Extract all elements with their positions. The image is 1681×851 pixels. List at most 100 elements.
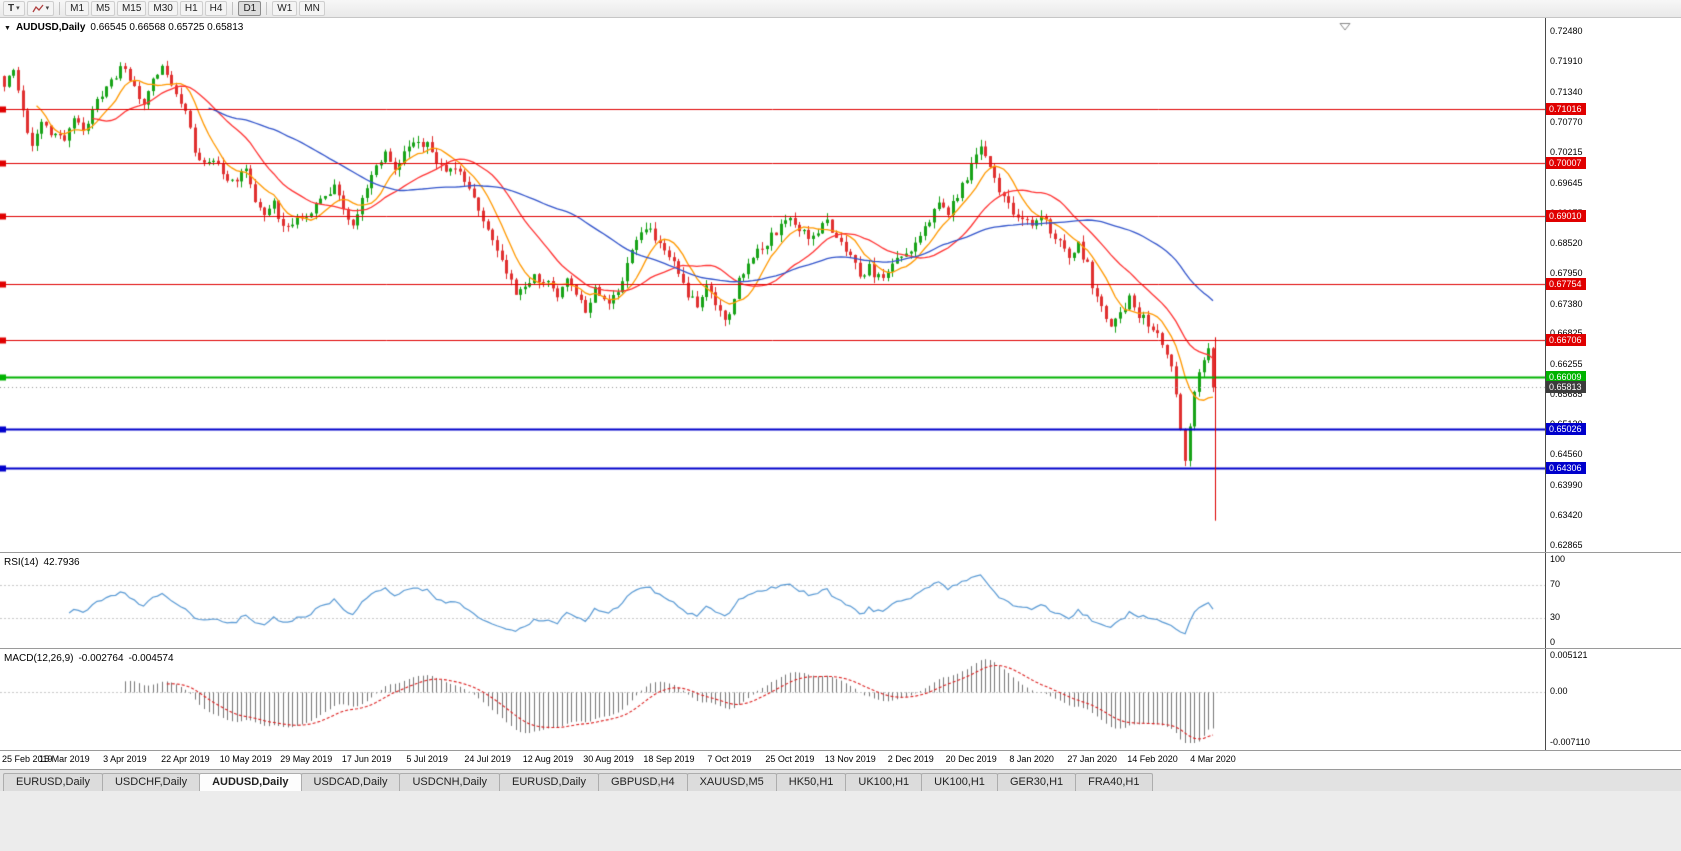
time-tick: 4 Mar 2020 [1190, 754, 1236, 764]
rsi-tick: 70 [1550, 578, 1561, 589]
main-chart-canvas[interactable] [0, 18, 1545, 552]
price-tick: 0.68520 [1550, 237, 1583, 248]
time-tick: 8 Jan 2020 [1009, 754, 1054, 764]
chart-title: ▼ AUDUSD,Daily 0.66545 0.66568 0.65725 0… [4, 22, 243, 33]
chart-tab[interactable]: EURUSD,Daily [499, 773, 599, 791]
timeframe-mn[interactable]: MN [299, 1, 325, 16]
rsi-indicator-name: RSI(14) [4, 557, 39, 568]
zigzag-line-icon [32, 4, 44, 13]
chart-tab[interactable]: USDCHF,Daily [101, 773, 201, 791]
price-line-label: 0.66009 [1546, 370, 1586, 383]
price-line-label: 0.70007 [1546, 157, 1586, 170]
status-area [0, 791, 1681, 851]
chart-ohlc-values: 0.66545 0.66568 0.65725 0.65813 [90, 22, 244, 33]
chart-tab[interactable]: USDCNH,Daily [399, 773, 501, 791]
time-tick: 25 Feb 2019 [2, 754, 53, 764]
macd-indicator-name: MACD(12,26,9) [4, 653, 74, 664]
chart-tab[interactable]: HK50,H1 [775, 773, 847, 791]
main-chart-pane: ▼ AUDUSD,Daily 0.66545 0.66568 0.65725 0… [0, 18, 1681, 552]
timeframe-m5[interactable]: M5 [91, 1, 115, 16]
rsi-tick: 100 [1550, 554, 1566, 564]
chart-dropdown-icon[interactable]: ▼ [4, 25, 11, 32]
price-tick: 0.62865 [1550, 540, 1583, 550]
timeframe-m1[interactable]: M1 [65, 1, 90, 16]
line-style-button[interactable]: ▾ [26, 1, 55, 16]
price-tick: 0.63420 [1550, 510, 1583, 521]
time-tick: 2 Dec 2019 [887, 754, 934, 764]
macd-main-value: -0.002764 [78, 653, 124, 664]
macd-tick: 0.00 [1550, 686, 1568, 697]
time-tick: 29 May 2019 [280, 754, 333, 764]
price-tick: 0.70770 [1550, 117, 1583, 128]
rsi-tick: 0 [1550, 637, 1556, 647]
templates-icon: T [8, 3, 15, 14]
chart-tab[interactable]: EURUSD,Daily [3, 773, 103, 791]
time-tick: 3 Apr 2019 [103, 754, 147, 764]
price-tick: 0.65685 [1550, 389, 1583, 400]
toolbar-separator [232, 2, 234, 15]
rsi-label: RSI(14) 42.7936 [4, 557, 80, 568]
time-tick: 5 Jul 2019 [406, 754, 448, 764]
time-tick: 10 May 2019 [219, 754, 272, 764]
price-line-label: 0.66706 [1546, 333, 1586, 346]
price-axis[interactable]: 0.72480 0.71910 0.71340 0.70770 0.70215 0.696… [1545, 18, 1681, 552]
price-tick: 0.66825 [1550, 328, 1583, 338]
current-price-label: 0.65813 [1546, 381, 1586, 394]
caret-down-icon: ▾ [16, 5, 20, 12]
timeframe-group: M1 M5 M15 M30 H1 H4 D1 W1 MN [65, 1, 325, 16]
chart-tab[interactable]: UK100,H1 [921, 773, 998, 791]
chart-tab[interactable]: USDCAD,Daily [300, 773, 401, 791]
price-line-label: 0.69010 [1546, 210, 1586, 223]
chart-tab[interactable]: XAUUSD,M5 [686, 773, 777, 791]
price-tick: 0.64560 [1550, 449, 1583, 460]
macd-axis[interactable]: 0.005121 0.00 -0.007110 [1545, 649, 1681, 750]
price-tick: 0.69645 [1550, 177, 1583, 188]
price-tick: 0.67950 [1550, 268, 1583, 279]
rsi-tick: 30 [1550, 612, 1561, 623]
rsi-axis[interactable]: 100 70 30 0 [1545, 553, 1681, 648]
templates-button[interactable]: T ▾ [3, 1, 25, 16]
time-tick: 25 Oct 2019 [765, 754, 815, 764]
macd-canvas[interactable] [0, 650, 1545, 750]
price-tick: 0.72480 [1550, 26, 1583, 36]
time-tick: 18 Sep 2019 [643, 754, 695, 764]
price-tick: 0.66255 [1550, 358, 1583, 369]
price-line-label: 0.67754 [1546, 277, 1586, 290]
price-tick: 0.71910 [1550, 56, 1583, 67]
time-tick: 17 Jun 2019 [341, 754, 392, 764]
macd-signal-value: -0.004574 [128, 653, 174, 664]
timeframe-h4[interactable]: H4 [204, 1, 228, 16]
time-tick: 15 Mar 2019 [39, 754, 90, 764]
price-tick: 0.67380 [1550, 298, 1583, 309]
price-tick: 0.63990 [1550, 479, 1583, 490]
chart-tabs-bar: EURUSD,Daily USDCHF,Daily AUDUSD,Daily USDC… [0, 769, 1681, 791]
chart-symbol-label: AUDUSD,Daily [15, 22, 86, 33]
timeframe-d1[interactable]: D1 [238, 1, 262, 16]
price-line-label: 0.71016 [1546, 103, 1586, 116]
time-tick: 20 Dec 2019 [945, 754, 997, 764]
chart-tab[interactable]: GER30,H1 [996, 773, 1077, 791]
rsi-pane: RSI(14) 42.7936 100 70 30 0 [0, 552, 1681, 648]
chart-tab[interactable]: AUDUSD,Daily [199, 773, 302, 791]
time-tick: 14 Feb 2020 [1127, 754, 1178, 764]
price-line-label: 0.64306 [1546, 461, 1586, 474]
price-tick: 0.71340 [1550, 86, 1583, 97]
chart-tab[interactable]: UK100,H1 [845, 773, 923, 791]
time-tick: 22 Apr 2019 [161, 754, 210, 764]
chart-tab[interactable]: FRA40,H1 [1075, 773, 1153, 791]
rsi-value: 42.7936 [43, 557, 80, 568]
time-tick: 27 Jan 2020 [1067, 754, 1117, 764]
timeframe-h1[interactable]: H1 [179, 1, 203, 16]
toolbar: T ▾ ▾ M1 M5 M15 M30 H1 H4 D1 W1 MN [0, 0, 1681, 18]
timeframe-w1[interactable]: W1 [272, 1, 298, 16]
time-tick: 7 Oct 2019 [707, 754, 752, 764]
rsi-canvas[interactable] [0, 554, 1545, 648]
chart-tab[interactable]: GBPUSD,H4 [598, 773, 688, 791]
price-tick: 0.70215 [1550, 147, 1583, 158]
macd-tick: -0.007110 [1550, 737, 1590, 747]
time-axis[interactable]: 25 Feb 2019 15 Mar 2019 3 Apr 2019 22 Apr 2… [0, 750, 1681, 769]
time-tick: 12 Aug 2019 [522, 754, 574, 764]
timeframe-m15[interactable]: M15 [116, 1, 147, 16]
timeframe-m30[interactable]: M30 [148, 1, 178, 16]
